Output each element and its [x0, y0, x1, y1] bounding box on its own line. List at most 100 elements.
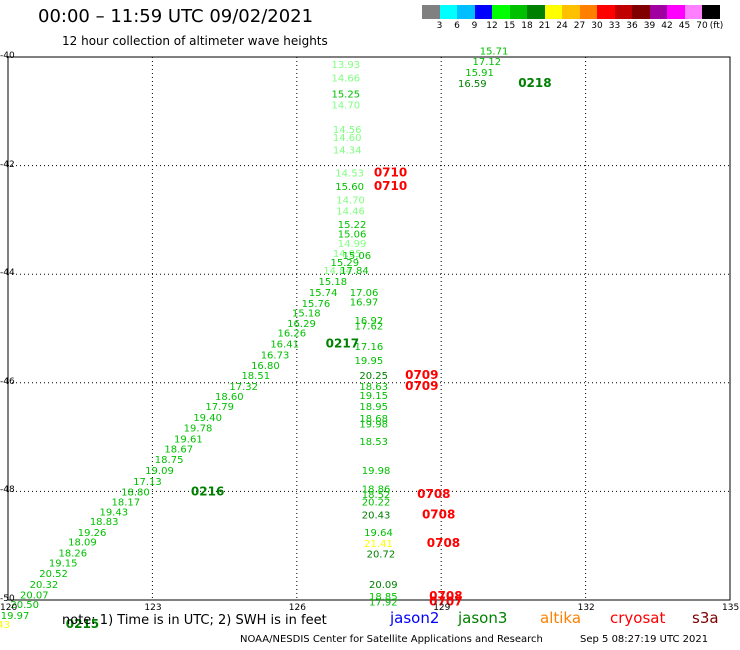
wave-height-label: 14.53 [335, 168, 364, 179]
colorbar-label: 6 [454, 21, 460, 31]
wave-height-label: 19.61 [174, 435, 203, 446]
page-title: 00:00 – 11:59 UTC 09/02/2021 [38, 6, 314, 27]
wave-height-label: 14.60 [333, 133, 362, 144]
x-tick-label: 129 [433, 603, 451, 613]
colorbar-swatch [684, 5, 702, 19]
wave-height-label: 18.52 [362, 490, 391, 501]
colorbar-label: 30 [591, 21, 603, 31]
wave-height-label: 15.60 [335, 182, 364, 193]
wave-height-label: 21.41 [364, 539, 393, 550]
pass-time-label: 0708 [417, 487, 450, 501]
x-tick-label: 123 [144, 603, 162, 613]
wave-height-label: 20.50 [10, 600, 39, 611]
wave-height-label: 16.41 [270, 340, 299, 351]
wave-height-label: 15.06 [338, 229, 367, 240]
wave-height-label: 19.64 [364, 528, 393, 539]
pass-time-label: 0709 [405, 379, 438, 393]
wave-height-label: 20.72 [367, 550, 396, 561]
wave-height-label: 20.22 [362, 498, 391, 509]
plot-frame [7, 56, 731, 601]
satellite-cryosat: cryosat [610, 609, 666, 627]
wave-height-label: 17.12 [472, 57, 501, 68]
wave-height-label: 14.99 [338, 239, 367, 250]
wave-height-label: 18.75 [155, 455, 184, 466]
wave-height-label: 19.98 [359, 419, 388, 430]
wave-height-label: 15.91 [465, 68, 494, 79]
wave-height-label: 14.66 [331, 73, 360, 84]
colorbar-swatch [509, 5, 527, 19]
wave-height-label: 15.22 [338, 220, 367, 231]
wave-height-label: 14.56 [333, 125, 362, 136]
colorbar-swatch [457, 5, 475, 19]
colorbar-label: 21 [538, 21, 551, 31]
wave-height-label: 15.76 [302, 299, 331, 310]
wave-height-label: 19.78 [184, 424, 213, 435]
colorbar-swatch [702, 5, 720, 19]
colorbar-swatch [579, 5, 597, 19]
colorbar-label: 15 [503, 21, 516, 31]
wave-height-label: 17.06 [350, 288, 379, 299]
credit-text: NOAA/NESDIS Center for Satellite Applica… [240, 634, 543, 645]
wave-height-label: 14.34 [333, 146, 362, 157]
page-subtitle: 12 hour collection of altimeter wave hei… [62, 34, 328, 48]
colorbar-label: 24 [556, 21, 568, 31]
wave-height-label: 20.52 [39, 569, 68, 580]
wave-height-label: 19.40 [193, 413, 222, 424]
colorbar-swatch [492, 5, 510, 19]
wave-height-label: 19.97 [1, 611, 30, 622]
wave-height-label: 15.18 [318, 277, 347, 288]
colorbar-swatch [632, 5, 650, 19]
colorbar-swatch [614, 5, 632, 19]
wave-height-label: 15.18 [292, 309, 321, 320]
wave-height-label: 19.15 [359, 391, 388, 402]
wave-height-label: 17.79 [205, 402, 234, 413]
satellite-jason2: jason2 [390, 609, 440, 627]
footer-note: note: 1) Time is in UTC; 2) SWH is in fe… [62, 613, 327, 628]
y-tick-label: -40 [0, 51, 15, 61]
wave-height-label: 16.92 [355, 316, 384, 327]
wave-height-label: 17.16 [355, 342, 384, 353]
satellite-s3a: s3a [692, 609, 719, 627]
x-tick-label: 126 [288, 603, 306, 613]
wave-height-label: 18.86 [362, 484, 391, 495]
wave-height-label: 19.15 [49, 558, 78, 569]
wave-height-label: 17.32 [229, 382, 258, 393]
y-tick-label: -42 [0, 159, 15, 170]
wave-height-label: 18.51 [241, 371, 270, 382]
colorbar-swatch [422, 5, 440, 19]
wave-height-label: 16.59 [458, 79, 487, 90]
wave-height-label: 14.70 [331, 101, 360, 112]
wave-height-label: 18.83 [90, 517, 119, 528]
colorbar-unit: (ft) [709, 21, 724, 31]
wave-height-label: 20.25 [359, 371, 388, 382]
y-tick-label: -44 [0, 268, 15, 279]
colorbar-label: 70 [696, 21, 708, 31]
colorbar-label: 12 [486, 21, 498, 31]
wave-height-label: 16.26 [278, 329, 307, 340]
wave-height-label: 18.67 [164, 444, 193, 455]
x-tick-label: 135 [722, 603, 740, 613]
wave-height-label: 15.71 [480, 46, 509, 57]
colorbar-swatch [597, 5, 615, 19]
colorbar-swatch [649, 5, 667, 19]
wave-height-label: 18.95 [359, 402, 388, 413]
wave-height-label: 21.43 [0, 620, 10, 631]
wave-height-label: 15.29 [330, 258, 359, 269]
wave-height-label: 14.84 [323, 266, 352, 277]
colorbar-swatch [562, 5, 580, 19]
colorbar-swatch [667, 5, 685, 19]
pass-time-label: 0707 [429, 594, 462, 608]
colorbar-label: 3 [436, 21, 443, 31]
y-tick-label: -50 [0, 594, 15, 604]
pass-time-label: 0708 [427, 536, 460, 550]
pass-time-label: 0708 [422, 508, 455, 522]
wave-height-label: 19.43 [99, 507, 128, 518]
colorbar-label: 9 [471, 21, 478, 31]
satellite-altika: altika [540, 609, 582, 627]
wave-height-label: 14.95 [333, 249, 362, 260]
colorbar-label: 27 [573, 21, 586, 31]
colorbar-label: 33 [608, 21, 621, 31]
wave-height-label: 17.84 [340, 266, 369, 277]
wave-height-label: 20.43 [362, 511, 391, 522]
colorbar-label: 45 [678, 21, 691, 31]
